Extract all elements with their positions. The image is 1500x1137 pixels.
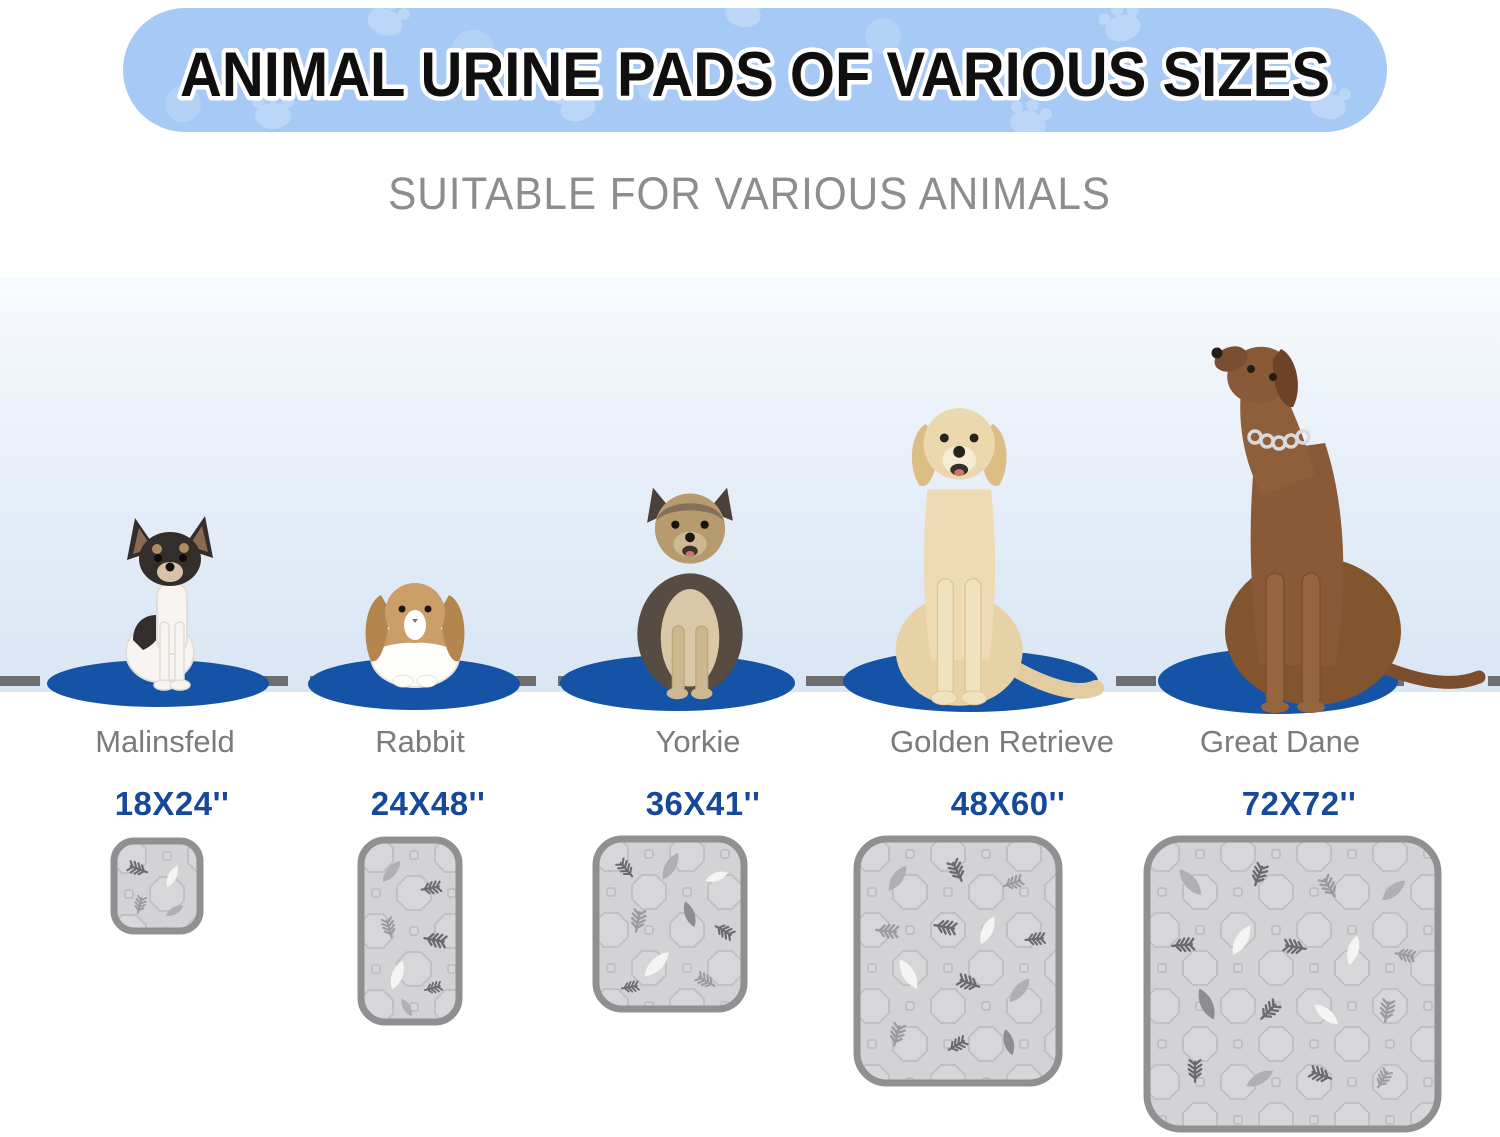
pad-swatch-18x24: [110, 837, 204, 935]
pad-size-18x24: 18X24'': [114, 785, 230, 822]
pad-swatch-24x48: [357, 836, 463, 1026]
animal-label-malinsfeld: Malinsfeld: [95, 724, 235, 759]
animal-label-yorkie: Yorkie: [655, 724, 741, 759]
pad-swatch-36x41: [592, 835, 748, 1013]
pad-swatch-48x60: [853, 835, 1063, 1087]
pad-size-36x41: 36X41'': [645, 785, 761, 822]
golden-retriever-photo: [895, 408, 1105, 706]
pad-size-72x72: 72X72'': [1241, 785, 1357, 822]
pad-swatch-72x72: [1143, 835, 1442, 1133]
animal-label-golden-retrieve: Golden Retrieve: [889, 724, 1115, 759]
title-banner: ANIMAL URINE PADS OF VARIOUS SIZES: [123, 8, 1387, 132]
chihuahua-photo: [125, 516, 213, 691]
rabbit-photo: [365, 583, 465, 688]
banner-title: ANIMAL URINE PADS OF VARIOUS SIZES: [180, 40, 1330, 110]
animal-label-great-dane: Great Dane: [1199, 724, 1361, 759]
animal-label-rabbit: Rabbit: [375, 724, 465, 759]
paw-print-icon: ANIMAL URINE PADS OF VARIOUS SIZES: [165, 8, 1351, 132]
great-dane-photo: [1211, 346, 1486, 713]
yorkie-photo: [637, 487, 743, 700]
pad-size-24x48: 24X48'': [370, 785, 486, 822]
pad-size-48x60: 48X60'': [950, 785, 1066, 822]
subtitle-text: SUITABLE FOR VARIOUS ANIMALS: [388, 168, 1112, 219]
subtitle: SUITABLE FOR VARIOUS ANIMALS: [0, 168, 1500, 220]
